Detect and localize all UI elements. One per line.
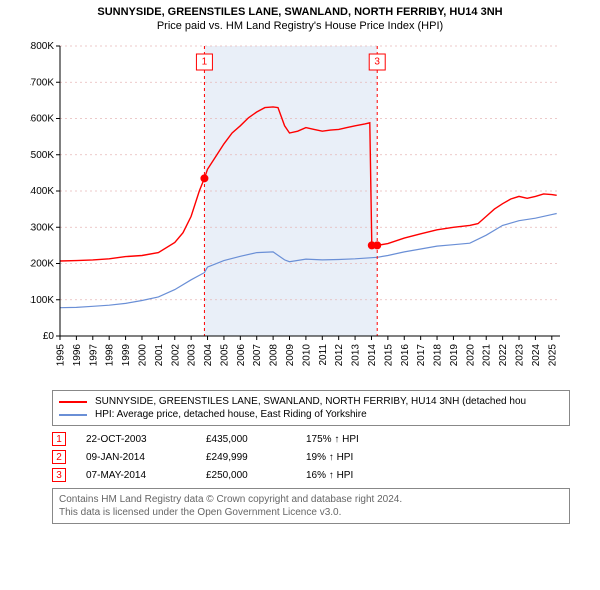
event-pct: 175% ↑ HPI <box>306 434 416 445</box>
svg-text:2007: 2007 <box>252 344 263 367</box>
event-badge: 2 <box>52 450 66 464</box>
svg-text:£200K: £200K <box>30 259 54 270</box>
event-pct: 19% ↑ HPI <box>306 452 416 463</box>
svg-text:£400K: £400K <box>30 186 54 197</box>
event-price: £435,000 <box>206 434 306 445</box>
footer-line2: This data is licensed under the Open Gov… <box>59 506 563 519</box>
chart-title-line1: SUNNYSIDE, GREENSTILES LANE, SWANLAND, N… <box>0 0 600 18</box>
svg-text:2004: 2004 <box>203 344 214 367</box>
svg-text:2023: 2023 <box>515 344 526 367</box>
legend: SUNNYSIDE, GREENSTILES LANE, SWANLAND, N… <box>52 390 570 426</box>
svg-text:£100K: £100K <box>30 295 54 306</box>
event-badge: 1 <box>52 432 66 446</box>
event-pct: 16% ↑ HPI <box>306 470 416 481</box>
event-row: 1 22-OCT-2003 £435,000 175% ↑ HPI <box>52 432 570 446</box>
svg-text:1999: 1999 <box>121 344 132 367</box>
svg-text:£800K: £800K <box>30 41 54 52</box>
svg-text:2002: 2002 <box>170 344 181 367</box>
svg-text:2013: 2013 <box>351 344 362 367</box>
svg-text:1998: 1998 <box>105 344 116 367</box>
svg-text:£0: £0 <box>43 331 55 342</box>
legend-swatch <box>59 414 87 416</box>
svg-text:2017: 2017 <box>416 344 427 367</box>
legend-row: HPI: Average price, detached house, East… <box>59 408 563 421</box>
chart-svg: 1 3 £0 £100K £200K £300K £400K £500K £600K £700K £… <box>30 36 570 386</box>
svg-text:2006: 2006 <box>236 344 247 367</box>
svg-text:2025: 2025 <box>547 344 558 367</box>
svg-text:2010: 2010 <box>301 344 312 367</box>
event-date: 22-OCT-2003 <box>86 434 206 445</box>
svg-text:2011: 2011 <box>318 344 329 366</box>
svg-text:2021: 2021 <box>482 344 493 367</box>
svg-text:2012: 2012 <box>334 344 345 367</box>
svg-text:2014: 2014 <box>367 344 378 367</box>
svg-text:2001: 2001 <box>154 344 165 367</box>
events-table: 1 22-OCT-2003 £435,000 175% ↑ HPI 2 09-J… <box>52 432 570 482</box>
svg-text:2019: 2019 <box>449 344 460 367</box>
svg-text:1: 1 <box>202 57 208 68</box>
chart-title-line2: Price paid vs. HM Land Registry's House … <box>0 18 600 36</box>
svg-text:£300K: £300K <box>30 222 54 233</box>
svg-text:2009: 2009 <box>285 344 296 367</box>
event-date: 09-JAN-2014 <box>86 452 206 463</box>
svg-text:2003: 2003 <box>187 344 198 367</box>
svg-text:1996: 1996 <box>72 344 83 367</box>
event-price: £249,999 <box>206 452 306 463</box>
footer-line1: Contains HM Land Registry data © Crown c… <box>59 493 563 506</box>
svg-text:2018: 2018 <box>433 344 444 367</box>
chart-plot: 1 3 £0 £100K £200K £300K £400K £500K £600K £700K £… <box>30 36 590 386</box>
svg-text:2000: 2000 <box>137 344 148 367</box>
legend-label: HPI: Average price, detached house, East… <box>95 409 367 420</box>
chart-frame: SUNNYSIDE, GREENSTILES LANE, SWANLAND, N… <box>0 0 600 590</box>
svg-text:2016: 2016 <box>400 344 411 367</box>
event-badge: 3 <box>52 468 66 482</box>
svg-text:2024: 2024 <box>531 344 542 367</box>
svg-text:£500K: £500K <box>30 150 54 161</box>
event-price: £250,000 <box>206 470 306 481</box>
svg-text:2008: 2008 <box>269 344 280 367</box>
svg-text:2005: 2005 <box>219 344 230 367</box>
svg-text:2022: 2022 <box>498 344 509 367</box>
footer: Contains HM Land Registry data © Crown c… <box>52 488 570 524</box>
event-row: 2 09-JAN-2014 £249,999 19% ↑ HPI <box>52 450 570 464</box>
svg-text:£600K: £600K <box>30 114 54 125</box>
event-row: 3 07-MAY-2014 £250,000 16% ↑ HPI <box>52 468 570 482</box>
svg-text:2020: 2020 <box>465 344 476 367</box>
svg-text:1995: 1995 <box>56 344 67 367</box>
svg-text:3: 3 <box>374 57 380 68</box>
legend-swatch <box>59 401 87 403</box>
svg-text:1997: 1997 <box>88 344 99 367</box>
svg-text:2015: 2015 <box>383 344 394 367</box>
event-date: 07-MAY-2014 <box>86 470 206 481</box>
legend-row: SUNNYSIDE, GREENSTILES LANE, SWANLAND, N… <box>59 395 563 408</box>
legend-label: SUNNYSIDE, GREENSTILES LANE, SWANLAND, N… <box>95 396 526 407</box>
svg-text:£700K: £700K <box>30 77 54 88</box>
